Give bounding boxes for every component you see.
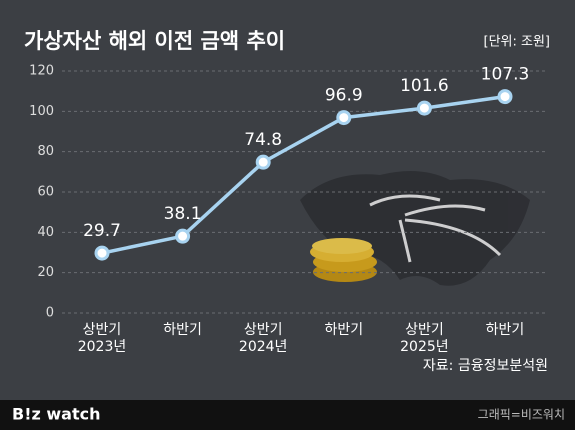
point: [94, 245, 110, 261]
point: [255, 154, 271, 170]
value-label: 29.7: [83, 221, 121, 241]
y-tick-label: 60: [37, 185, 54, 200]
point: [416, 100, 432, 116]
y-tick-label: 0: [46, 306, 54, 321]
value-label: 101.6: [400, 76, 449, 96]
x-tick-label: 하반기: [485, 322, 525, 338]
y-tick-label: 120: [29, 64, 54, 79]
point: [497, 89, 513, 105]
value-label: 38.1: [164, 204, 202, 224]
point: [175, 228, 191, 244]
value-label: 74.8: [244, 130, 282, 150]
x-tick-label: 하반기: [163, 322, 202, 338]
footer-bar: [0, 400, 575, 430]
y-tick-label: 80: [37, 144, 54, 159]
unit-label: [단위: 조원]: [484, 35, 551, 50]
x-tick-label: 상반기 2023년: [77, 322, 127, 355]
footer-logo: B!z watch: [12, 405, 100, 424]
value-label: 96.9: [325, 86, 363, 106]
x-tick-label: 하반기: [324, 322, 364, 338]
y-tick-label: 100: [29, 104, 54, 119]
x-tick-label: 상반기 2024년: [238, 322, 288, 355]
value-label: 107.3: [481, 65, 530, 85]
map-decoration: [300, 171, 530, 286]
source: 자료: 금융정보분석원: [423, 358, 548, 374]
x-tick-label: 상반기 2025년: [400, 322, 449, 355]
y-tick-label: 40: [37, 225, 54, 240]
y-tick-label: 20: [37, 265, 54, 280]
line: [101, 94, 506, 255]
chart-title: 가상자산 해외 이전 금액 추이: [24, 29, 285, 53]
point: [336, 110, 352, 126]
footer-credit: 그래픽=비즈워치: [478, 408, 565, 422]
